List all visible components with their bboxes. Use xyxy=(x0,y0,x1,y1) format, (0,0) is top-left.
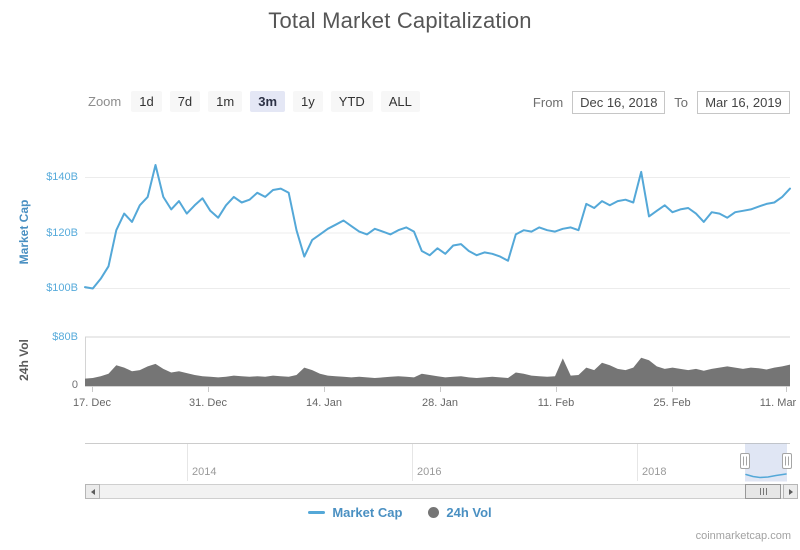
right-arrow-icon xyxy=(788,488,793,495)
zoom-button-1d[interactable]: 1d xyxy=(131,91,162,112)
chart-credit-link[interactable]: coinmarketcap.com xyxy=(695,530,791,542)
to-label: To xyxy=(674,95,688,110)
thumb-grip-icon xyxy=(762,488,764,495)
from-date-input[interactable] xyxy=(572,91,666,114)
x-tick-label: 25. Feb xyxy=(653,397,691,409)
x-tick-label: 11. Mar xyxy=(759,397,797,409)
navigator-mini-series xyxy=(745,473,787,479)
market-cap-line-marker-icon xyxy=(308,511,326,514)
zoom-label: Zoom xyxy=(88,94,122,109)
navigator-right-handle[interactable] xyxy=(782,453,792,469)
market-cap-axis-title: Market Cap xyxy=(17,199,31,265)
x-tick-label: 17. Dec xyxy=(73,397,111,409)
legend-label: 24h Vol xyxy=(446,505,492,520)
navigator-scrollbar-track[interactable] xyxy=(85,484,798,499)
scrollbar-right-arrow-button[interactable] xyxy=(783,484,798,499)
scrollbar-thumb[interactable] xyxy=(745,484,781,499)
x-tick-label: 28. Jan xyxy=(421,397,459,409)
market-cap-tick-100b: $100B xyxy=(46,282,78,294)
market-cap-tick-140b: $140B xyxy=(46,171,78,183)
left-arrow-icon xyxy=(90,488,95,495)
volume-axis-title: 24h Vol xyxy=(17,339,31,381)
volume-area-series[interactable] xyxy=(85,357,790,386)
volume-dot-marker-icon xyxy=(428,507,440,518)
to-date-input[interactable] xyxy=(697,91,790,114)
navigator-year-2016: 2016 xyxy=(417,466,442,478)
legend-label: Market Cap xyxy=(332,505,403,520)
market-cap-tick-120b: $120B xyxy=(46,227,78,239)
zoom-button-ytd[interactable]: YTD xyxy=(330,91,373,112)
zoom-preset-controls: Zoom 1d 7d 1m 3m 1y YTD ALL xyxy=(88,91,420,112)
legend-item-24h-vol[interactable]: 24h Vol xyxy=(428,505,492,520)
page-title: Total Market Capitalization xyxy=(268,8,532,33)
x-axis-ticks xyxy=(92,386,787,392)
navigator-year-2018: 2018 xyxy=(642,466,667,478)
market-cap-gridlines xyxy=(85,177,790,289)
x-tick-label: 14. Jan xyxy=(305,397,343,409)
from-label: From xyxy=(532,95,564,110)
scrollbar-left-arrow-button[interactable] xyxy=(85,484,100,499)
date-range-controls: From To xyxy=(533,91,790,114)
volume-tick-0: 0 xyxy=(71,379,78,391)
zoom-button-all[interactable]: ALL xyxy=(380,91,420,112)
navigator-left-handle[interactable] xyxy=(740,453,750,469)
thumb-grip-icon xyxy=(759,488,761,495)
x-tick-label: 31. Dec xyxy=(189,397,227,409)
zoom-button-3m[interactable]: 3m xyxy=(250,91,286,112)
volume-tick-80b: $80B xyxy=(52,331,78,343)
zoom-button-1y[interactable]: 1y xyxy=(293,91,323,112)
x-tick-label: 11. Feb xyxy=(537,397,575,409)
navigator-year-gridlines xyxy=(187,444,638,481)
navigator-year-2014: 2014 xyxy=(192,466,217,478)
zoom-button-1m[interactable]: 1m xyxy=(208,91,243,112)
legend-item-market-cap[interactable]: Market Cap xyxy=(308,505,402,520)
market-cap-line-series[interactable] xyxy=(84,164,791,290)
legend: Market Cap 24h Vol xyxy=(0,505,800,520)
thumb-grip-icon xyxy=(765,488,767,495)
zoom-button-7d[interactable]: 7d xyxy=(169,91,201,112)
